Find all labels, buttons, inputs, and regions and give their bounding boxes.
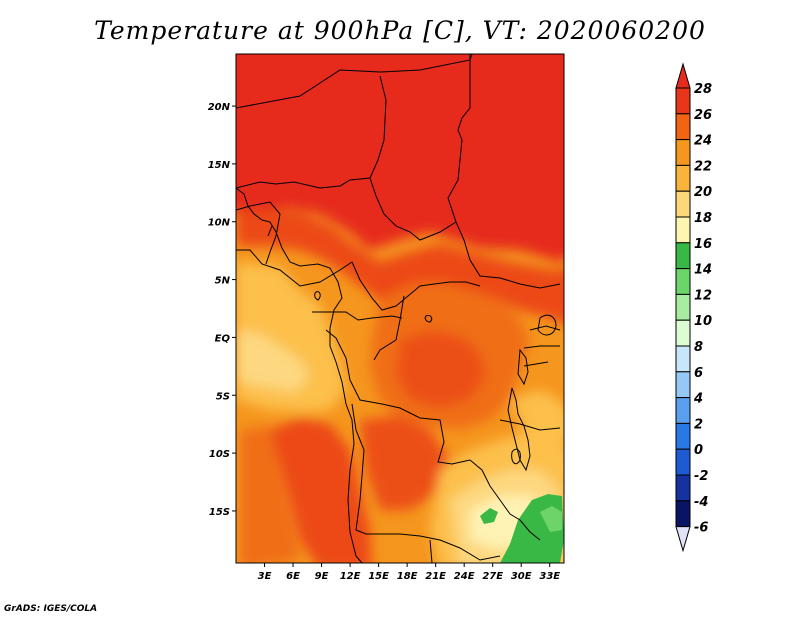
x-tick-label: 18E — [397, 571, 418, 582]
colorbar-label: 12 — [694, 288, 712, 303]
y-tick-label: 5S — [216, 391, 230, 402]
colorbar-label: 6 — [694, 366, 703, 381]
field-zone-18-coast — [236, 330, 310, 392]
colorbar-label: 10 — [694, 314, 712, 329]
colorbar-label: 22 — [694, 159, 712, 174]
colorbar-label: 20 — [694, 185, 712, 200]
field-zone-12-east — [540, 506, 562, 532]
y-axis: 20N 15N 10N 5N EQ 5S 10S 15S — [208, 102, 236, 518]
lakes — [314, 291, 557, 472]
colorbar-label: 28 — [694, 82, 712, 97]
colorbar-segment — [675, 500, 691, 528]
colorbar-segment — [675, 87, 691, 115]
colorbar-segment — [675, 113, 691, 141]
colorbar-bottom-arrow — [675, 526, 691, 553]
y-tick-label: 15N — [208, 160, 231, 171]
colorbar-segment — [675, 474, 691, 502]
colorbar-label: 16 — [694, 237, 712, 252]
colorbar-segment — [675, 268, 691, 295]
temperature-field — [236, 54, 564, 563]
colorbar-segment — [675, 139, 691, 166]
x-axis: 3E 6E 9E 12E 15E 18E 21E 24E 27E 30E 33E — [258, 563, 560, 582]
x-tick-label: 6E — [286, 571, 300, 582]
field-zone-26-southwest — [270, 418, 372, 563]
x-tick-label: 15E — [368, 571, 389, 582]
x-tick-label: 33E — [539, 571, 560, 582]
colorbar-segment — [675, 319, 691, 347]
colorbar-segment — [675, 397, 691, 424]
colorbar-segment — [675, 164, 691, 192]
colorbar-label: 24 — [694, 134, 712, 149]
x-tick-label: 12E — [340, 571, 361, 582]
colorbar-label: 8 — [694, 340, 703, 355]
colorbar-label: 26 — [694, 108, 712, 123]
colorbar-label: -2 — [694, 469, 708, 484]
y-tick-label: 10S — [209, 449, 230, 460]
country-borders — [236, 54, 561, 563]
field-zone-26-south-central — [360, 416, 450, 510]
colorbar-label: 2 — [694, 417, 703, 432]
colorbar-segment — [675, 216, 691, 244]
y-tick-label: 15S — [209, 507, 230, 518]
y-tick-label: 5N — [215, 276, 231, 287]
colorbar-segment — [675, 448, 691, 476]
y-tick-label: EQ — [215, 333, 231, 344]
field-zone-14-patch — [480, 508, 498, 524]
colorbar-label: -4 — [694, 495, 708, 510]
colorbar-segment — [675, 190, 691, 218]
field-zone-26-basin — [396, 330, 486, 408]
map-title: Temperature at 900hPa [C], VT: 202006020… — [94, 16, 706, 45]
field-zone-28 — [236, 54, 564, 262]
x-tick-label: 30E — [511, 571, 532, 582]
y-tick-label: 20N — [208, 102, 231, 113]
field-zone-26-north — [236, 210, 564, 324]
colorbar-label: 0 — [694, 443, 703, 458]
x-tick-label: 21E — [425, 571, 446, 582]
colorbar-label: -6 — [694, 521, 708, 536]
colorbar-label: 4 — [693, 392, 703, 407]
colorbar-top-arrow — [675, 62, 691, 89]
colorbar-segment — [675, 422, 691, 450]
colorbar-segment — [675, 242, 691, 270]
x-tick-label: 24E — [454, 571, 475, 582]
colorbar-label: 18 — [694, 211, 712, 226]
x-tick-label: 3E — [258, 571, 272, 582]
footer-credit: GrADS: IGES/COLA — [4, 604, 98, 614]
y-tick-label: 10N — [208, 218, 231, 229]
field-zone-20-east — [510, 390, 564, 446]
colorbar-segment — [675, 345, 691, 373]
x-tick-label: 9E — [315, 571, 329, 582]
map-frame — [235, 53, 565, 564]
colorbar-label: 14 — [694, 263, 712, 278]
field-zone-24-southwest — [240, 426, 300, 563]
colorbar-segment — [675, 371, 691, 399]
colorbar-segment — [675, 293, 691, 321]
x-tick-label: 27E — [482, 571, 503, 582]
coastline — [236, 187, 363, 563]
